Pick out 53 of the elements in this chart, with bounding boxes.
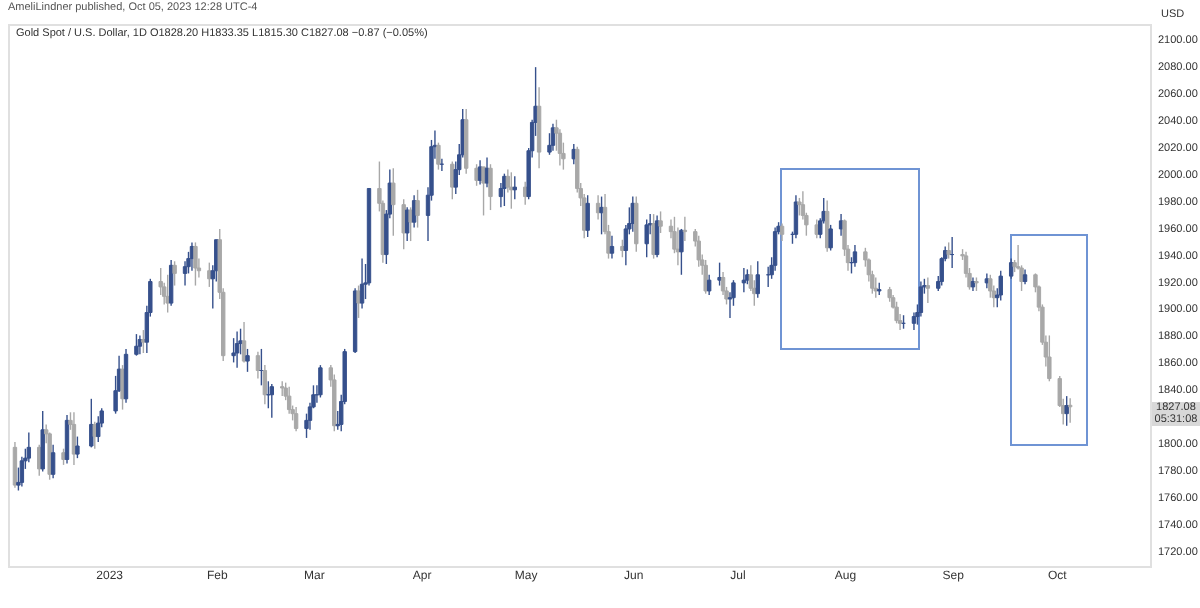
candlestick — [474, 163, 479, 187]
candlestick — [123, 348, 129, 404]
candlestick — [120, 364, 125, 411]
candlestick — [332, 373, 337, 432]
candlestick — [585, 194, 590, 238]
candlestick — [651, 213, 656, 260]
candlestick — [814, 218, 819, 240]
candlestick — [755, 260, 760, 299]
candlestick — [401, 198, 406, 250]
candlestick — [356, 284, 361, 319]
candlestick — [172, 260, 177, 287]
candlestick — [307, 402, 313, 431]
candlestick — [772, 226, 778, 272]
candlestick — [75, 435, 80, 459]
candlestick — [894, 301, 899, 325]
candlestick — [269, 383, 275, 419]
candlestick — [359, 257, 365, 310]
candlestick — [234, 330, 240, 369]
candlestick — [193, 241, 198, 287]
candlestick — [863, 247, 868, 268]
candlestick — [481, 166, 486, 217]
candlestick — [644, 218, 649, 258]
candlestick — [720, 271, 726, 296]
candlestick — [998, 270, 1003, 302]
candlestick — [415, 189, 420, 229]
candlestick — [828, 224, 833, 252]
candlestick — [92, 421, 97, 450]
candlestick — [536, 86, 542, 169]
candlestick — [630, 195, 635, 233]
candlestick — [182, 260, 188, 287]
candlestick — [245, 348, 250, 373]
candlestick — [696, 234, 701, 268]
candlestick — [158, 267, 163, 296]
candlestick — [557, 128, 563, 167]
candlestick — [89, 398, 94, 449]
candlestick — [706, 274, 712, 296]
candlestick — [488, 163, 493, 211]
candlestick — [47, 431, 52, 481]
candlestick — [134, 333, 139, 357]
candlestick — [50, 443, 56, 480]
candlestick — [609, 234, 615, 260]
candlestick — [717, 261, 722, 287]
candlestick — [165, 274, 170, 314]
candlestick — [634, 195, 639, 253]
candlestick — [96, 415, 101, 443]
candlestick — [231, 337, 236, 364]
candlestick — [547, 132, 552, 156]
candlestick — [40, 410, 45, 473]
candlestick — [703, 259, 708, 295]
candlestick — [852, 244, 858, 268]
candlestick — [1067, 397, 1073, 424]
candlestick — [498, 182, 504, 209]
candlestick — [512, 175, 517, 200]
